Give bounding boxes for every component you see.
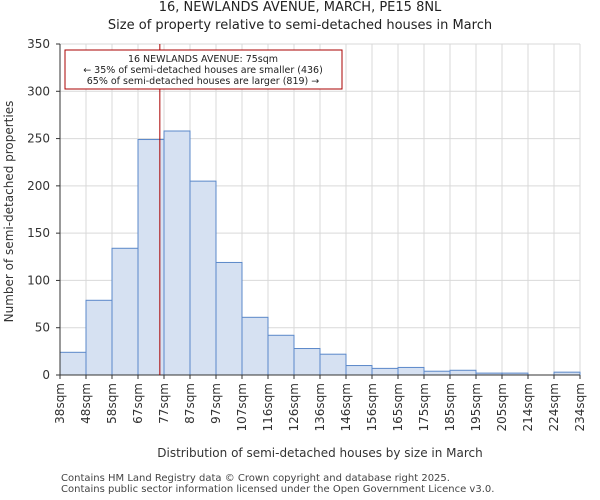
bar-107sqm (241, 316, 269, 376)
gridlines (59, 43, 581, 376)
chart-subtitle: Size of property relative to semi-detach… (107, 18, 493, 33)
y-tick-label: 50 (35, 321, 50, 335)
bar-146sqm (345, 365, 373, 376)
annotation-line-1: 16 NEWLANDS AVENUE: 75sqm (128, 54, 278, 65)
x-tick-label-195sqm: 195sqm (469, 383, 483, 431)
bar-48sqm (85, 299, 113, 376)
x-tick-label-38sqm: 38sqm (53, 383, 67, 424)
x-tick-label-175sqm: 175sqm (417, 383, 431, 431)
bar-126sqm (293, 348, 321, 376)
x-tick-label-185sqm: 185sqm (443, 383, 457, 431)
bar-58sqm (111, 247, 139, 376)
x-tick-label-116sqm: 116sqm (261, 383, 275, 431)
chart-title: 16, NEWLANDS AVENUE, MARCH, PE15 8NL (158, 0, 442, 15)
y-tick-label: 0 (42, 368, 50, 382)
x-tick-label-146sqm: 146sqm (339, 383, 353, 431)
x-tick-labels: 38sqm 48sqm 58sqm 67sqm 77sqm 87sqm 97sqm 107sq… (53, 375, 587, 431)
y-tick-labels: 0 50 100 150 200 250 300 350 (27, 37, 60, 382)
bar-175sqm (423, 370, 451, 376)
annotation-border (64, 49, 343, 90)
bar-136sqm (319, 353, 347, 376)
bar-87sqm (189, 180, 217, 376)
y-tick-label: 300 (27, 84, 50, 98)
y-tick-label: 250 (27, 132, 50, 146)
x-tick-label-97sqm: 97sqm (209, 383, 223, 424)
annotation-box: 16 NEWLANDS AVENUE: 75sqm ← 35% of semi-… (64, 49, 343, 90)
bar-165sqm (397, 366, 425, 376)
x-tick-label-107sqm: 107sqm (235, 383, 249, 431)
y-tick-label: 350 (27, 37, 50, 51)
x-tick-label-224sqm: 224sqm (547, 383, 561, 431)
bar-116sqm (267, 334, 295, 376)
x-tick-label-214sqm: 214sqm (521, 383, 535, 431)
x-tick-label-126sqm: 126sqm (287, 383, 301, 431)
y-axis-label: Number of semi-detached properties (2, 101, 16, 323)
y-tick-label: 150 (27, 226, 50, 240)
bar-156sqm (371, 367, 399, 376)
x-tick-label-48sqm: 48sqm (79, 383, 93, 424)
footer-line-2: Contains public sector information licen… (61, 484, 495, 495)
y-tick-label: 100 (27, 273, 50, 287)
x-tick-label-58sqm: 58sqm (105, 383, 119, 424)
x-tick-label-205sqm: 205sqm (495, 383, 509, 431)
footer-line-1: Contains HM Land Registry data © Crown c… (61, 473, 450, 484)
y-tick-label: 200 (27, 179, 50, 193)
x-tick-label-234sqm: 234sqm (573, 383, 587, 431)
bar-38sqm (59, 351, 87, 376)
bar-97sqm (215, 261, 243, 376)
x-tick-label-67sqm: 67sqm (131, 383, 145, 424)
bar-185sqm (449, 369, 477, 376)
bar-77sqm (163, 130, 191, 376)
x-tick-label-156sqm: 156sqm (365, 383, 379, 431)
annotation-line-3: 65% of semi-detached houses are larger (… (87, 76, 320, 87)
annotation-line-2: ← 35% of semi-detached houses are smalle… (83, 65, 323, 76)
x-tick-label-165sqm: 165sqm (391, 383, 405, 431)
x-tick-label-87sqm: 87sqm (183, 383, 197, 424)
x-tick-label-77sqm: 77sqm (157, 383, 171, 424)
x-axis-label: Distribution of semi-detached houses by … (157, 446, 482, 460)
x-tick-label-136sqm: 136sqm (313, 383, 327, 431)
